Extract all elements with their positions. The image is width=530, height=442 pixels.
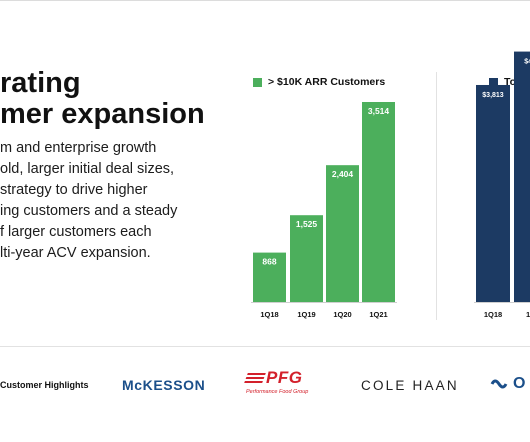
bar-0-2 bbox=[326, 165, 359, 302]
chart-divider bbox=[436, 72, 437, 320]
legend-swatch-navy bbox=[489, 77, 498, 87]
bar-value-label-1-1: $4,4 bbox=[524, 59, 530, 66]
x-tick-label-0-2: 1Q20 bbox=[333, 310, 351, 319]
partial-logo-text: O bbox=[513, 375, 526, 392]
bar-0-3 bbox=[362, 102, 395, 302]
headline-line-2: mer expansion bbox=[0, 98, 205, 130]
partial-logo: O bbox=[490, 375, 525, 393]
footer-divider bbox=[0, 346, 530, 347]
legend-swatch-green bbox=[253, 77, 262, 87]
x-tick-label-0-0: 1Q18 bbox=[260, 310, 278, 319]
pfg-logo: PFG Performance Food Group bbox=[244, 368, 336, 395]
pfg-speed-lines-icon bbox=[244, 373, 266, 383]
top-rule bbox=[0, 0, 530, 1]
bar-value-label-0-2: 2,404 bbox=[332, 169, 354, 179]
partial-logo-icon bbox=[490, 379, 508, 389]
body-line-5: f larger customers each bbox=[0, 224, 152, 240]
body-line-6: lti-year ACV expansion. bbox=[0, 245, 151, 261]
legend-label-arr: > $10K ARR Customers bbox=[268, 76, 386, 88]
body-line-1: m and enterprise growth bbox=[0, 140, 157, 156]
body-line-2: old, larger initial deal sizes, bbox=[0, 161, 175, 177]
headline-line-1: rating bbox=[0, 67, 81, 99]
pfg-logo-subtitle: Performance Food Group bbox=[246, 389, 309, 395]
bar-value-label-0-1: 1,525 bbox=[296, 219, 318, 229]
bar-0-1 bbox=[290, 215, 323, 302]
x-tick-label-1-0: 1Q18 bbox=[484, 310, 502, 319]
bar-1-0 bbox=[476, 84, 510, 302]
pfg-mark: PFG bbox=[244, 368, 336, 388]
customer-highlights-label: Customer Highlights bbox=[0, 380, 89, 390]
bar-1-1 bbox=[514, 51, 530, 302]
cole-haan-logo: COLE HAAN bbox=[361, 378, 459, 393]
body-text: m and enterprise growth old, larger init… bbox=[0, 138, 240, 264]
bar-value-label-1-0: $3,813 bbox=[482, 92, 504, 99]
body-line-4: ing customers and a steady bbox=[0, 203, 178, 219]
bar-value-label-0-3: 3,514 bbox=[368, 106, 390, 116]
x-tick-label-0-3: 1Q21 bbox=[369, 310, 387, 319]
bar-value-label-0-0: 868 bbox=[262, 257, 276, 267]
body-line-3: strategy to drive higher bbox=[0, 182, 148, 198]
headline: rating mer expansion bbox=[0, 68, 240, 130]
legend-arr-customers: > $10K ARR Customers bbox=[253, 76, 385, 88]
mckesson-logo: McKESSON bbox=[122, 377, 206, 393]
x-tick-label-1-1: 1Q bbox=[526, 310, 530, 319]
x-tick-label-0-1: 1Q19 bbox=[297, 310, 315, 319]
pfg-logo-text: PFG bbox=[266, 368, 303, 387]
bar-0-0 bbox=[253, 252, 286, 302]
